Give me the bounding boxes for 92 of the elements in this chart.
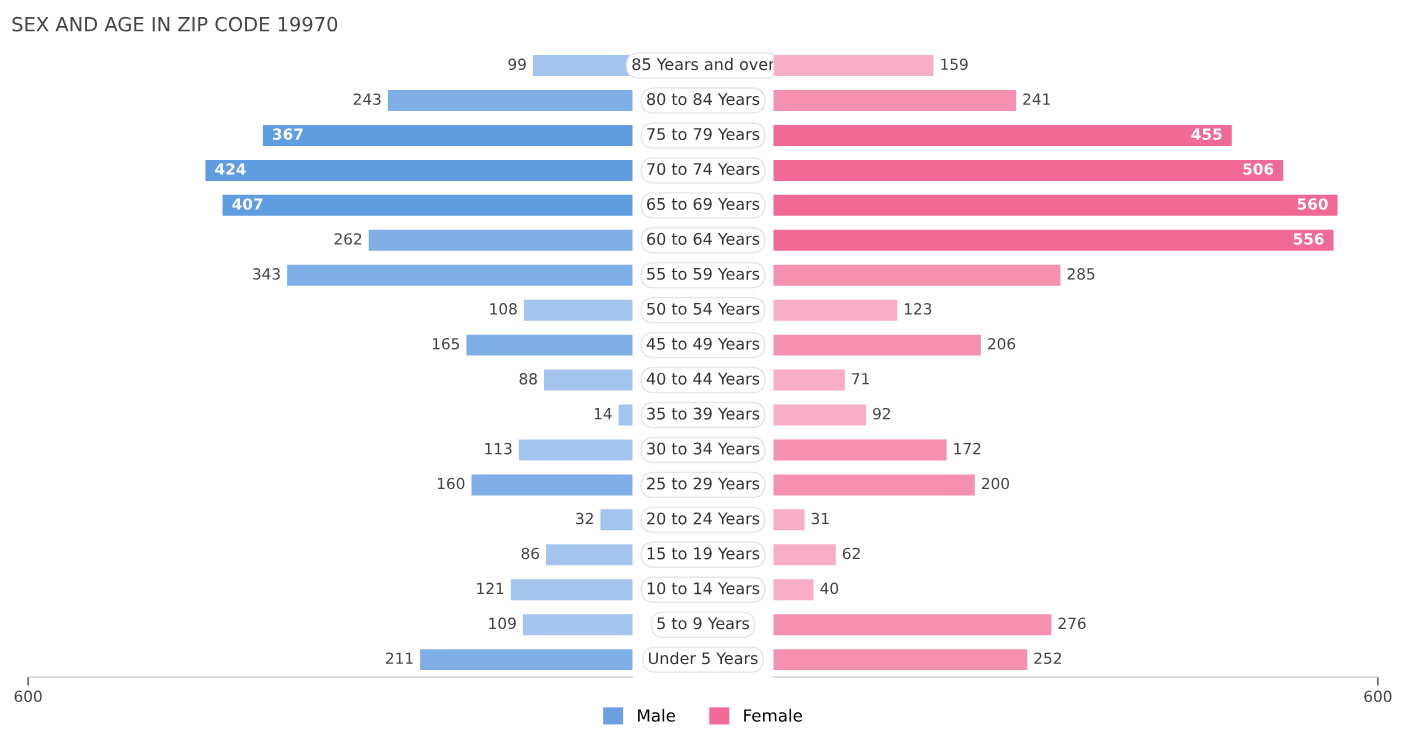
bar: [368, 229, 633, 251]
y-tick-label: 45 to 49 Years: [646, 337, 760, 350]
data-label: 172: [954, 442, 981, 455]
y-tick-label: 5 to 9 Years: [657, 617, 750, 630]
data-label: 407: [232, 198, 263, 210]
bar: [510, 579, 633, 601]
bar: [773, 334, 981, 356]
bar: [773, 509, 805, 531]
bar: [773, 90, 1017, 111]
bar: [600, 509, 633, 531]
data-label: 31: [811, 512, 829, 525]
y-tick-label: 20 to 24 Years: [647, 512, 760, 525]
data-label: 123: [904, 303, 932, 315]
data-label: 343: [253, 268, 280, 280]
bar: [773, 159, 1284, 181]
data-label: 276: [1058, 617, 1086, 630]
y-tick-label: 30 to 34 Years: [647, 442, 760, 455]
data-label: 200: [981, 477, 1010, 490]
bar: [466, 334, 633, 356]
bar: [222, 194, 633, 216]
y-tick-label: 55 to 59 Years: [647, 267, 760, 280]
data-label: 108: [490, 303, 517, 315]
data-label: 424: [215, 163, 246, 175]
data-label: 165: [432, 338, 460, 350]
data-label: 560: [1297, 198, 1328, 210]
y-tick-label: 15 to 19 Years: [647, 547, 760, 560]
bar: [773, 299, 898, 321]
data-label: 243: [353, 93, 381, 105]
data-label: 71: [852, 373, 869, 385]
bar: [773, 404, 866, 426]
data-label: 556: [1293, 233, 1324, 245]
y-tick-label: 50 to 54 Years: [647, 302, 760, 315]
data-label: 262: [334, 233, 362, 245]
legend-label: Female: [744, 708, 802, 722]
bar: [773, 264, 1061, 286]
y-tick-label: 40 to 44 Years: [646, 372, 760, 385]
bar: [773, 474, 975, 496]
bar: [773, 124, 1232, 146]
y-tick-label: 85 Years and over: [632, 57, 775, 71]
data-label: 32: [576, 512, 593, 525]
bar: [773, 194, 1338, 216]
y-tick-label: 60 to 64 Years: [647, 232, 760, 245]
x-tick-label: 600: [14, 690, 42, 703]
data-label: 211: [386, 652, 413, 664]
y-tick-label: Under 5 Years: [648, 651, 758, 665]
data-label: 40: [820, 582, 839, 595]
data-label: 86: [521, 547, 540, 560]
y-tick-label: 80 to 84 Years: [647, 93, 760, 106]
data-label: 113: [485, 442, 512, 455]
y-tick-label: 70 to 74 Years: [647, 162, 760, 176]
data-label: 206: [988, 338, 1016, 350]
data-label: 455: [1191, 128, 1222, 140]
data-label: 62: [842, 547, 860, 560]
data-label: 88: [519, 372, 537, 385]
data-label: 160: [437, 477, 465, 490]
bar: [287, 264, 633, 286]
data-label: 159: [941, 58, 968, 71]
data-label: 367: [272, 128, 303, 140]
data-label: 121: [477, 582, 504, 594]
legend-label: Male: [638, 708, 676, 722]
data-label: 14: [594, 408, 612, 420]
bar: [262, 124, 633, 146]
data-label: 252: [1034, 652, 1061, 665]
data-label: 241: [1023, 93, 1050, 105]
y-tick-label: 25 to 29 Years: [647, 477, 760, 490]
data-label: 99: [508, 58, 526, 71]
bar: [205, 159, 633, 181]
bar: [773, 649, 1028, 671]
bar: [420, 649, 633, 671]
y-tick-label: 65 to 69 Years: [647, 197, 760, 210]
bar: [773, 369, 845, 391]
bar: [523, 299, 633, 321]
data-label: 109: [489, 617, 516, 630]
bar: [773, 579, 814, 601]
bar: [522, 614, 633, 636]
x-tick-label: 600: [1364, 690, 1392, 703]
chart-title: SEX AND AGE IN ZIP CODE 19970: [12, 16, 338, 32]
bar: [546, 544, 633, 566]
y-tick-label: 75 to 79 Years: [647, 128, 760, 141]
bar: [471, 474, 633, 496]
bar: [387, 90, 633, 111]
bar: [544, 369, 633, 391]
y-tick-label: 10 to 14 Years: [647, 582, 760, 595]
bar: [518, 439, 633, 461]
data-label: 506: [1243, 163, 1274, 175]
data-label: 285: [1067, 268, 1095, 280]
bar: [773, 544, 836, 566]
y-tick-label: 35 to 39 Years: [647, 407, 760, 420]
bar: [773, 229, 1334, 251]
bar: [773, 439, 947, 461]
bar: [773, 614, 1052, 636]
data-label: 92: [873, 407, 890, 420]
